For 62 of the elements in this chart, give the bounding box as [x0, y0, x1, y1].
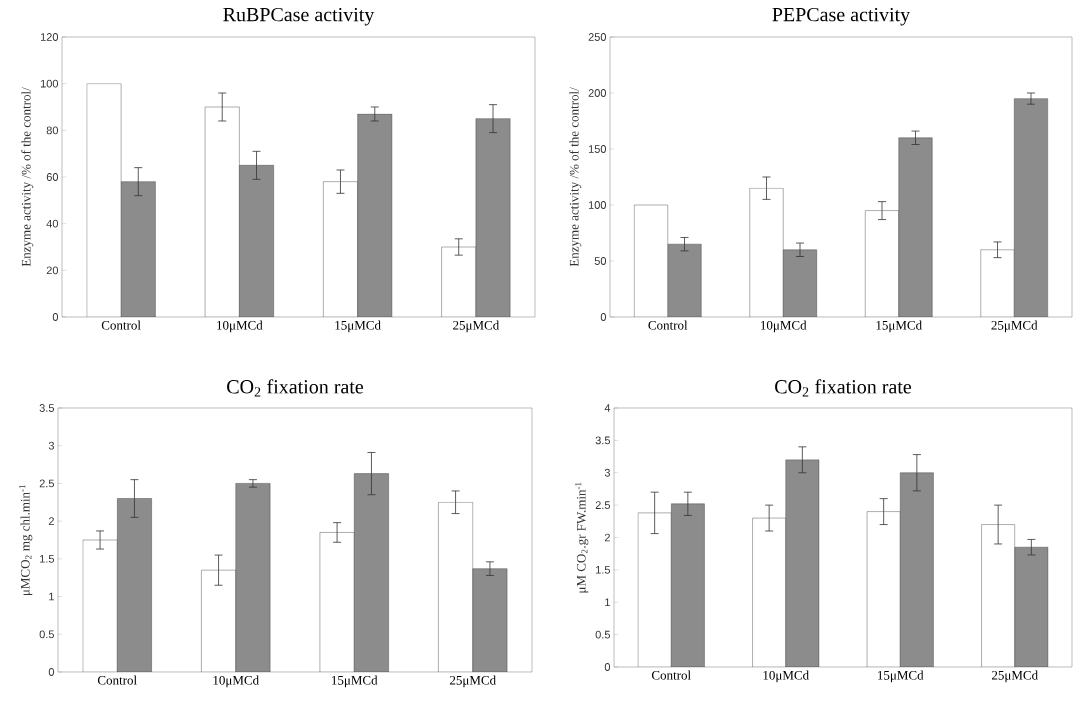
chart-title: PEPCase activity	[772, 7, 911, 26]
y-tick-label: 120	[40, 33, 59, 41]
y-tick-label: 100	[40, 79, 59, 88]
y-tick-label: 1.5	[596, 566, 610, 574]
x-tick-label: 15μMCd	[335, 320, 381, 333]
x-tick-label: Control	[651, 670, 691, 680]
y-tick-label: 0	[600, 313, 607, 321]
y-tick-label: 3	[604, 468, 610, 477]
x-tick-label: 25μMCd	[449, 675, 496, 688]
y-tick-label: 2	[604, 533, 610, 542]
y-tick-label: 3	[48, 441, 54, 450]
bar	[898, 137, 933, 317]
x-tick-label: Control	[101, 320, 141, 330]
y-tick-label: 20	[46, 266, 59, 275]
bar	[1014, 98, 1048, 317]
y-axis-title: μMCO$_{2}$ mg chl.min$^{-1}$	[19, 484, 33, 596]
x-tick-label: 15μMCd	[876, 320, 922, 333]
chart-title: CO$_{2}$ fixation rate	[775, 379, 912, 397]
y-tick-label: 80	[46, 126, 59, 135]
x-tick-label: 15μMCd	[332, 675, 378, 688]
y-tick-label: 1	[605, 598, 610, 607]
y-tick-label: 0.5	[39, 630, 54, 639]
y-tick-label: 150	[588, 145, 607, 153]
bar	[783, 249, 817, 317]
bar	[671, 503, 705, 667]
x-tick-label: 25μMCd	[991, 320, 1038, 333]
x-tick-label: 25μMCd	[453, 320, 500, 333]
y-tick-label: 0.5	[595, 630, 610, 639]
y-tick-label: 4	[604, 404, 611, 412]
y-axis-title: Enzyme activity /% of the control/	[21, 87, 34, 267]
y-tick-label: 2.5	[595, 501, 610, 510]
x-tick-label: 10μMCd	[217, 320, 263, 333]
y-tick-label: 50	[594, 257, 607, 265]
y-tick-label: 3.5	[39, 404, 54, 412]
y-tick-label: 60	[46, 173, 59, 181]
x-tick-label: 15μMCd	[878, 670, 924, 683]
x-tick-label: Control	[97, 675, 137, 685]
chart-title: CO$_{2}$ fixation rate	[227, 379, 364, 397]
x-tick-label: 25μMCd	[991, 670, 1038, 683]
y-tick-label: 0	[52, 313, 59, 321]
y-tick-label: 1.5	[40, 555, 54, 563]
y-axis-title: μM CO$_{2}$.gr FW.min$^{-1}$	[575, 482, 589, 593]
y-tick-label: 40	[46, 219, 59, 228]
y-tick-label: 3.5	[595, 436, 610, 445]
y-tick-label: 2.5	[39, 479, 54, 488]
y-tick-label: 0	[48, 668, 55, 676]
x-tick-label: Control	[648, 320, 688, 330]
bar	[785, 459, 820, 667]
bar	[667, 243, 702, 317]
y-tick-label: 200	[588, 89, 607, 97]
bar	[1014, 547, 1049, 667]
y-tick-label: 250	[588, 33, 607, 41]
x-tick-label: 10μMCd	[213, 675, 259, 688]
y-tick-label: 2	[48, 517, 54, 525]
y-tick-label: 0	[604, 663, 611, 671]
bar	[900, 472, 934, 667]
y-tick-label: 100	[588, 201, 607, 209]
chart-title: RuBPCase activity	[223, 7, 375, 26]
x-tick-label: 10μMCd	[761, 320, 807, 333]
y-axis-title: Enzyme activity /% of the control/	[569, 87, 582, 267]
x-tick-label: 10μMCd	[763, 670, 809, 683]
y-tick-label: 1	[49, 592, 54, 601]
